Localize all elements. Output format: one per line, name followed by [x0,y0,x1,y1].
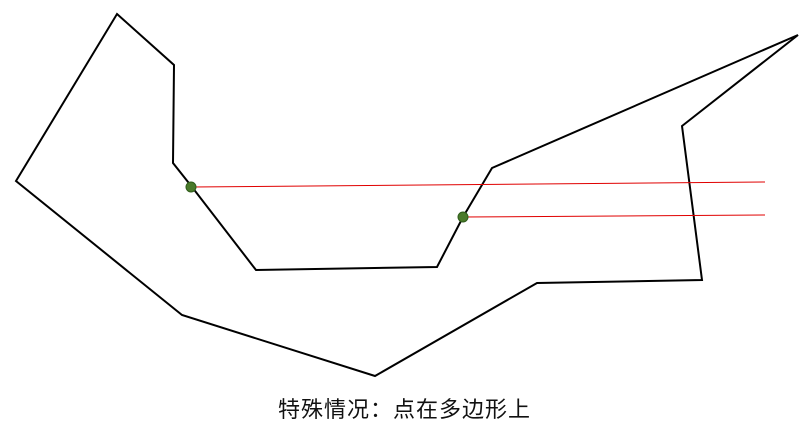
ray-line-upper [191,181,766,188]
ray-line-lower [462,214,766,218]
test-point-lower [457,211,469,223]
polygon-outline [14,12,799,378]
diagram-caption: 特殊情况：点在多边形上 [277,398,531,423]
test-point-upper [185,181,197,193]
